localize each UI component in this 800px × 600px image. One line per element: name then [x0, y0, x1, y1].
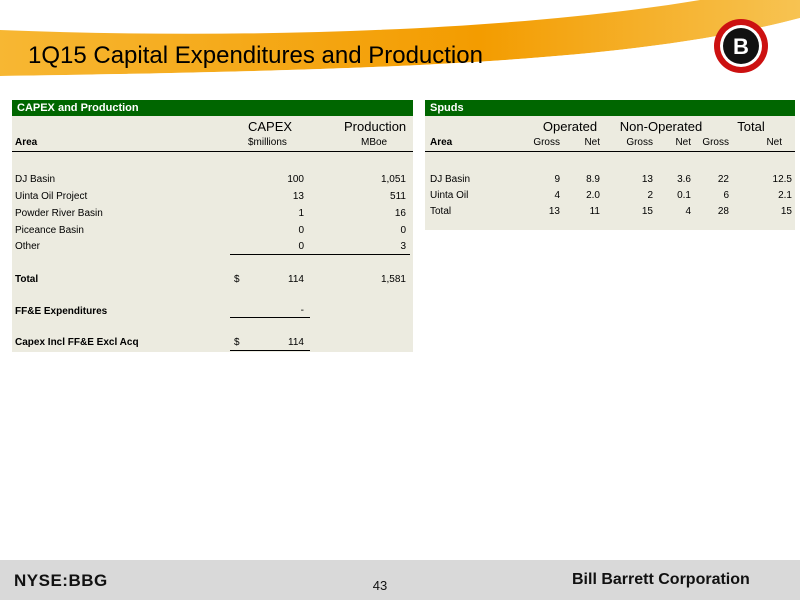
- sub-header: Gross: [533, 137, 560, 148]
- header-swoosh: [0, 0, 800, 80]
- capex-incl-rule: [230, 350, 310, 351]
- cell: 3.6: [677, 174, 691, 185]
- footer-bar: [0, 560, 800, 600]
- stock-ticker: NYSE:BBG: [14, 571, 108, 590]
- spuds-panel: Spuds Operated Non-Operated Total Area G…: [425, 100, 795, 230]
- cell: 4: [554, 190, 560, 201]
- row-production: 3: [400, 241, 406, 252]
- spuds-panel-title: Spuds: [425, 100, 795, 116]
- cell: 11: [589, 206, 600, 217]
- cell: 22: [717, 174, 729, 185]
- cell: 4: [685, 206, 691, 217]
- logo-letter: B: [733, 34, 749, 59]
- company-logo: B: [713, 18, 769, 74]
- cell: 2.1: [778, 190, 792, 201]
- ffe-label: FF&E Expenditures: [15, 306, 108, 317]
- row-production: 1,051: [380, 174, 406, 185]
- cell: 15: [641, 206, 653, 217]
- capex-incl-label: Capex Incl FF&E Excl Acq: [15, 337, 139, 348]
- row-area: Other: [15, 241, 41, 252]
- row-area: DJ Basin: [430, 174, 471, 185]
- cell: 8.9: [586, 174, 600, 185]
- spuds-header-divider: [425, 151, 795, 152]
- sub-header: Net: [584, 137, 600, 148]
- row-capex: 100: [287, 174, 304, 185]
- capex-panel: CAPEX and Production CAPEX Production Ar…: [12, 100, 413, 352]
- page-number: 43: [372, 578, 388, 593]
- cell: 15: [780, 206, 792, 217]
- row-area: DJ Basin: [15, 174, 56, 185]
- row-production: 511: [390, 191, 406, 202]
- row-area: Powder River Basin: [15, 208, 103, 219]
- production-col-header: Production: [344, 119, 407, 134]
- row-area: Uinta Oil: [430, 190, 469, 201]
- row-production: 16: [394, 208, 406, 219]
- company-name: Bill Barrett Corporation: [572, 571, 750, 588]
- capex-incl-capex: 114: [288, 337, 304, 348]
- row-area: Piceance Basin: [15, 225, 84, 236]
- header-banner: 1Q15 Capital Expenditures and Production: [0, 0, 800, 86]
- total-capex: 114: [288, 274, 304, 285]
- sub-header: Gross: [702, 137, 729, 148]
- row-area: Uinta Oil Project: [15, 191, 88, 202]
- capex-incl-currency: $: [234, 337, 240, 348]
- cell: 2.0: [586, 190, 600, 201]
- cell: 0.1: [677, 190, 691, 201]
- total-label: Total: [15, 274, 39, 285]
- cell: 13: [641, 174, 653, 185]
- total-production: 1,581: [380, 274, 406, 285]
- group-non-operated: Non-Operated: [619, 119, 703, 134]
- sub-header: Gross: [626, 137, 653, 148]
- group-operated: Operated: [542, 119, 598, 134]
- cell: 12.5: [772, 174, 792, 185]
- row-capex: 0: [298, 241, 304, 252]
- row-production: 0: [400, 225, 406, 236]
- sub-header: Net: [675, 137, 691, 148]
- total-currency: $: [234, 274, 240, 285]
- production-unit: MBoe: [361, 137, 388, 148]
- row-capex: 13: [292, 191, 304, 202]
- spuds-area-header: Area: [430, 137, 453, 148]
- cell: 13: [548, 206, 560, 217]
- page-title: 1Q15 Capital Expenditures and Production: [28, 42, 483, 69]
- cell: 28: [717, 206, 729, 217]
- subtotal-rule: [230, 254, 410, 255]
- ffe-capex: -: [300, 305, 304, 316]
- capex-panel-title: CAPEX and Production: [12, 100, 413, 116]
- header-divider: [12, 151, 413, 152]
- capex-col-header: CAPEX: [248, 119, 293, 134]
- cell: 2: [647, 190, 653, 201]
- row-area: Total: [430, 206, 452, 217]
- row-capex: 1: [298, 208, 304, 219]
- row-capex: 0: [298, 225, 304, 236]
- cell: 9: [554, 174, 560, 185]
- area-col-header: Area: [15, 137, 38, 148]
- group-total: Total: [737, 119, 765, 134]
- capex-unit: $millions: [248, 137, 287, 148]
- ffe-rule: [230, 317, 310, 318]
- sub-header: Net: [766, 137, 782, 148]
- cell: 6: [723, 190, 729, 201]
